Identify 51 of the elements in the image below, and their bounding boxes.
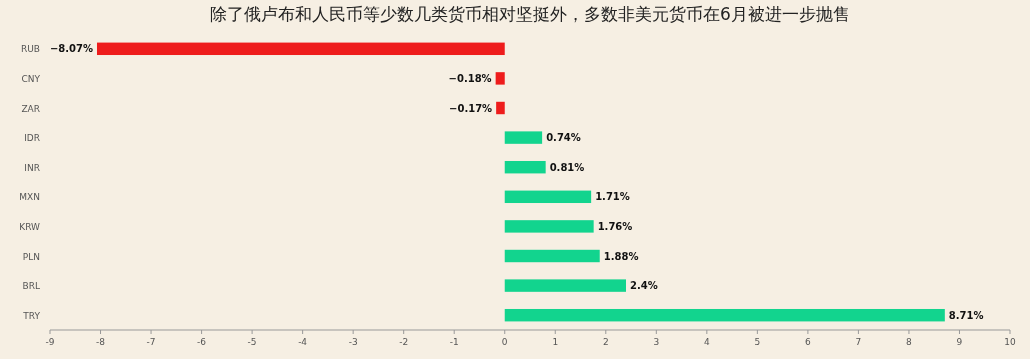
x-tick-label: 9	[956, 337, 963, 347]
y-tick-label: RUB	[20, 44, 40, 55]
bar	[504, 220, 594, 233]
bar	[504, 279, 626, 292]
bar	[504, 190, 592, 204]
data-label: 1.71%	[595, 191, 630, 203]
data-label: 8.71%	[948, 309, 984, 321]
x-tick-label: -6	[197, 337, 207, 347]
x-tick-label: 10	[1004, 337, 1016, 347]
x-tick-label: 4	[703, 337, 710, 347]
y-tick-label: MXN	[19, 192, 40, 203]
data-label: −0.18%	[448, 72, 492, 84]
x-tick-label: -3	[348, 337, 358, 347]
chart-title: 除了俄卢布和人民币等少数几类货币相对坚挺外，多数非美元货币在6月被进一步抛售	[210, 4, 850, 24]
x-tick-label: -5	[247, 337, 257, 347]
x-tick-label: -8	[96, 337, 106, 347]
y-tick-label: KRW	[19, 221, 41, 232]
x-tick-label: -2	[399, 337, 409, 347]
bar	[96, 42, 505, 56]
data-label: 0.81%	[549, 161, 585, 173]
bar	[504, 160, 546, 174]
y-tick-label: PLN	[22, 251, 40, 262]
data-label: −8.07%	[49, 43, 93, 55]
y-tick-label: TRY	[22, 310, 41, 321]
x-tick-label: 6	[805, 337, 812, 347]
data-label: 2.4%	[630, 280, 658, 292]
y-tick-label: BRL	[22, 281, 40, 292]
x-tick-label: 1	[552, 337, 559, 347]
bar	[504, 308, 945, 322]
x-tick-label: 5	[754, 337, 761, 347]
x-tick-label: -1	[449, 337, 459, 347]
data-label: 0.74%	[546, 132, 581, 144]
x-tick-label: 7	[855, 337, 862, 347]
bar	[504, 131, 543, 144]
bar	[496, 101, 505, 115]
x-tick-label: 8	[906, 337, 913, 347]
y-tick-label: ZAR	[21, 103, 40, 114]
x-tick-label: 3	[653, 337, 660, 347]
y-tick-label: IDR	[24, 133, 40, 144]
data-label: 1.76%	[597, 220, 633, 232]
x-tick-label: 0	[501, 337, 508, 347]
x-tick-label: 2	[602, 337, 609, 347]
y-tick-label: INR	[24, 162, 40, 173]
data-label: −0.17%	[449, 102, 493, 114]
bar	[495, 72, 505, 85]
x-tick-label: -7	[146, 337, 156, 347]
x-tick-label: -9	[45, 337, 55, 347]
bar	[504, 249, 600, 263]
data-label: 1.88%	[603, 250, 639, 262]
y-tick-label: CNY	[21, 73, 41, 84]
x-tick-label: -4	[298, 337, 308, 347]
